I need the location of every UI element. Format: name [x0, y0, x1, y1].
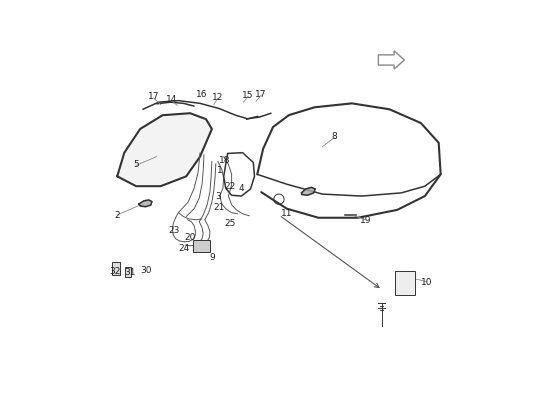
- Bar: [125, 267, 131, 277]
- Text: 5: 5: [133, 160, 139, 169]
- Text: 10: 10: [421, 278, 433, 287]
- Text: 1: 1: [217, 166, 223, 175]
- Text: 22: 22: [225, 182, 236, 191]
- Text: 12: 12: [212, 93, 223, 102]
- Polygon shape: [139, 200, 152, 207]
- Text: 15: 15: [243, 91, 254, 100]
- Text: 16: 16: [195, 90, 207, 99]
- Text: 9: 9: [209, 253, 214, 262]
- Bar: [395, 271, 415, 296]
- Text: 17: 17: [148, 92, 160, 101]
- Text: 23: 23: [169, 226, 180, 235]
- Polygon shape: [378, 51, 404, 69]
- Text: 24: 24: [178, 244, 189, 253]
- Text: 25: 25: [224, 219, 235, 228]
- Text: 8: 8: [331, 132, 337, 141]
- Text: 32: 32: [109, 266, 121, 276]
- Text: 21: 21: [213, 203, 225, 212]
- Text: 2: 2: [114, 211, 120, 220]
- Text: 18: 18: [219, 156, 230, 165]
- Bar: [112, 262, 120, 275]
- Text: 11: 11: [281, 209, 293, 218]
- Text: 31: 31: [124, 268, 136, 278]
- Polygon shape: [301, 187, 315, 195]
- Text: 30: 30: [140, 266, 151, 275]
- Text: 20: 20: [184, 233, 196, 242]
- Text: 4: 4: [239, 184, 244, 193]
- Polygon shape: [117, 113, 212, 186]
- Text: 3: 3: [215, 192, 221, 200]
- Text: 17: 17: [255, 90, 267, 99]
- Text: 14: 14: [166, 95, 177, 104]
- Bar: [194, 240, 210, 252]
- Text: 19: 19: [360, 216, 371, 225]
